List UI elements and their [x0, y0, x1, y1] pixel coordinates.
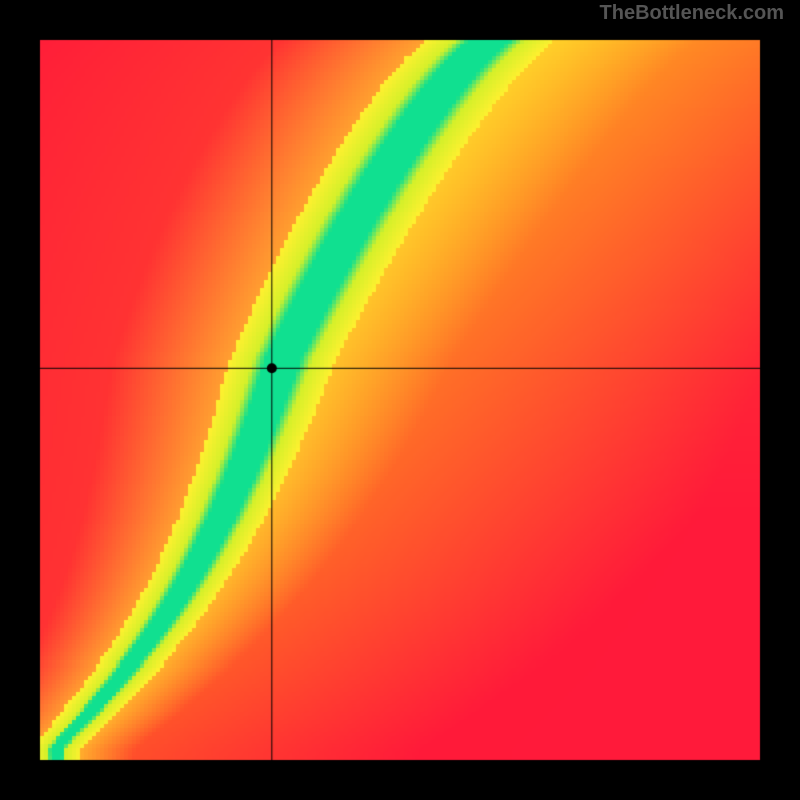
watermark-text: TheBottleneck.com: [600, 2, 784, 25]
heatmap-canvas: [0, 0, 800, 800]
